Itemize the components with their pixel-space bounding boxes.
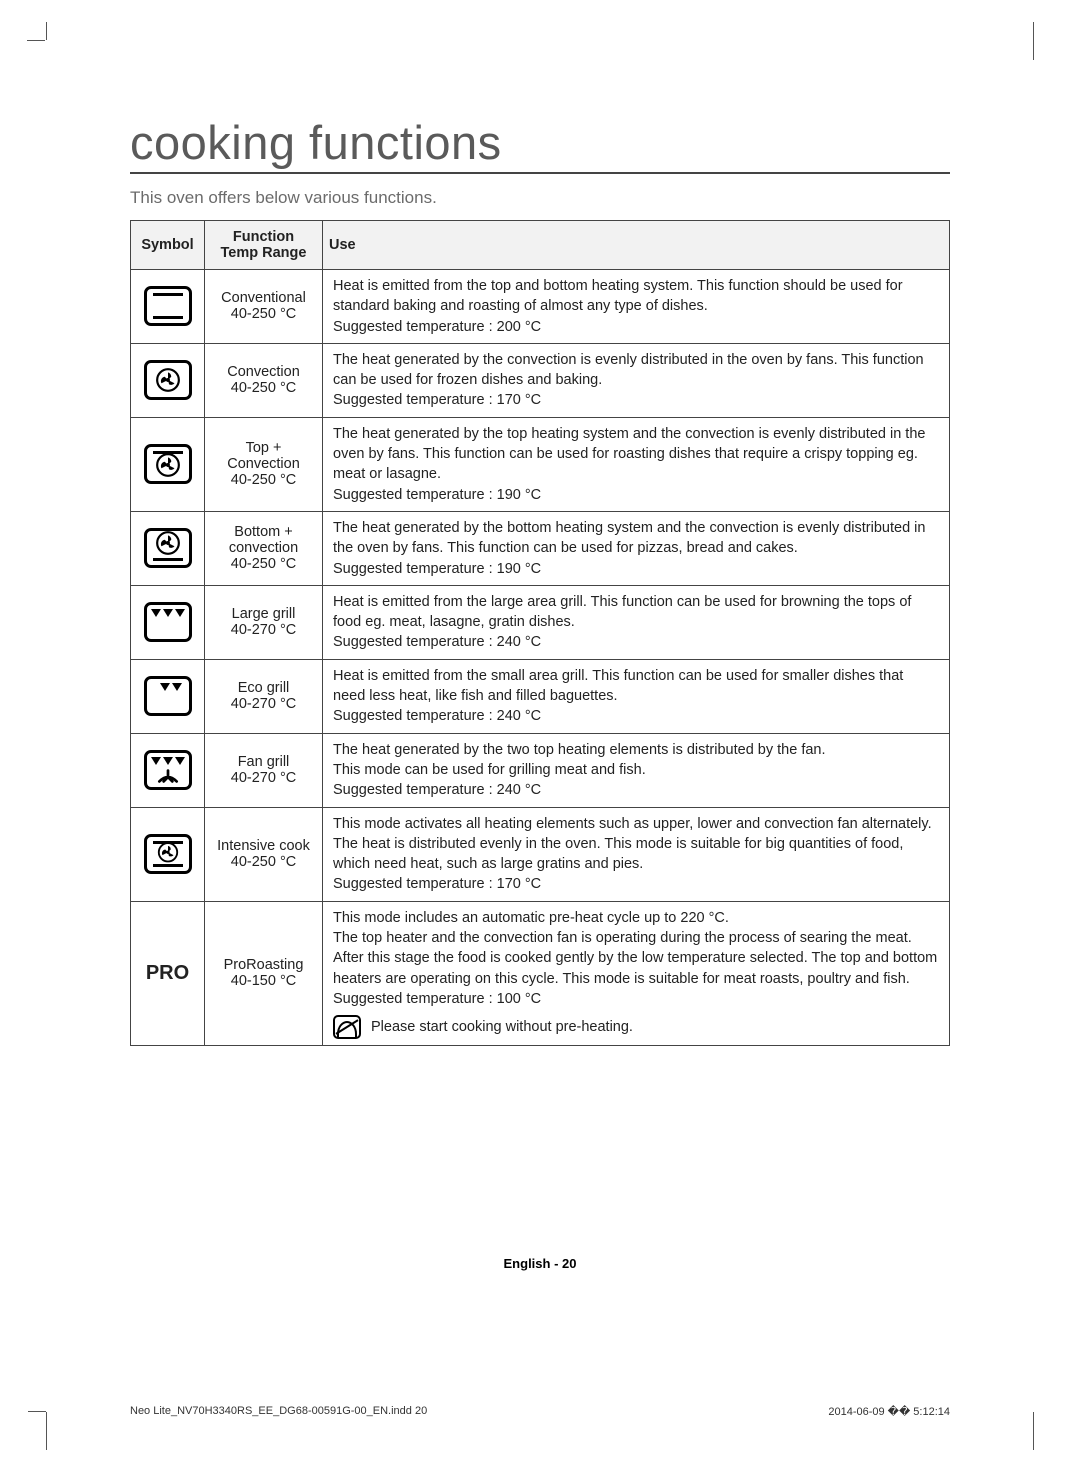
table-row: PROProRoasting 40-150 °CThis mode includ… [131, 901, 950, 1045]
functions-table: Symbol Function Temp Range Use Conventio… [130, 220, 950, 1046]
use-cell: The heat generated by the two top heatin… [323, 733, 950, 807]
preheat-note: Please start cooking without pre-heating… [371, 1017, 633, 1037]
use-cell: Heat is emitted from the large area gril… [323, 585, 950, 659]
table-row: Conventional 40-250 °CHeat is emitted fr… [131, 270, 950, 344]
use-cell: The heat generated by the bottom heating… [323, 511, 950, 585]
use-cell: The heat generated by the convection is … [323, 343, 950, 417]
footer-date: 2014-06-09 �� 5:12:14 [828, 1405, 950, 1418]
function-cell: Eco grill 40-270 °C [205, 659, 323, 733]
table-row: Large grill 40-270 °CHeat is emitted fro… [131, 585, 950, 659]
header-function: Function Temp Range [205, 221, 323, 270]
function-cell: Fan grill 40-270 °C [205, 733, 323, 807]
table-row: Bottom + convection 40-250 °CThe heat ge… [131, 511, 950, 585]
intro-text: This oven offers below various functions… [130, 188, 950, 208]
symbol-cell: PRO [131, 901, 205, 1045]
symbol-cell [131, 733, 205, 807]
symbol-cell [131, 511, 205, 585]
function-cell: ProRoasting 40-150 °C [205, 901, 323, 1045]
symbol-cell [131, 417, 205, 511]
symbol-cell [131, 807, 205, 901]
crop-mark [1033, 22, 1034, 60]
page-number: English - 20 [130, 1256, 950, 1271]
table-row: Eco grill 40-270 °CHeat is emitted from … [131, 659, 950, 733]
symbol-cell [131, 270, 205, 344]
header-use: Use [323, 221, 950, 270]
symbol-cell [131, 659, 205, 733]
use-cell: This mode activates all heating elements… [323, 807, 950, 901]
crop-mark [46, 22, 64, 40]
use-cell: This mode includes an automatic pre-heat… [323, 901, 950, 1045]
function-cell: Bottom + convection 40-250 °C [205, 511, 323, 585]
no-preheat-icon [333, 1015, 361, 1039]
use-cell: Heat is emitted from the small area gril… [323, 659, 950, 733]
table-row: Intensive cook 40-250 °CThis mode activa… [131, 807, 950, 901]
symbol-cell [131, 343, 205, 417]
footer-file: Neo Lite_NV70H3340RS_EE_DG68-00591G-00_E… [130, 1405, 427, 1418]
function-cell: Large grill 40-270 °C [205, 585, 323, 659]
crop-mark [1033, 1412, 1034, 1450]
symbol-cell [131, 585, 205, 659]
footer-meta: Neo Lite_NV70H3340RS_EE_DG68-00591G-00_E… [130, 1405, 950, 1418]
use-cell: Heat is emitted from the top and bottom … [323, 270, 950, 344]
function-cell: Conventional 40-250 °C [205, 270, 323, 344]
use-cell: The heat generated by the top heating sy… [323, 417, 950, 511]
table-row: Convection 40-250 °CThe heat generated b… [131, 343, 950, 417]
crop-mark [28, 1411, 46, 1412]
table-row: Fan grill 40-270 °CThe heat generated by… [131, 733, 950, 807]
page-title: cooking functions [130, 115, 950, 174]
function-cell: Intensive cook 40-250 °C [205, 807, 323, 901]
function-cell: Convection 40-250 °C [205, 343, 323, 417]
function-cell: Top + Convection 40-250 °C [205, 417, 323, 511]
header-symbol: Symbol [131, 221, 205, 270]
crop-mark [46, 1412, 47, 1450]
table-row: Top + Convection 40-250 °CThe heat gener… [131, 417, 950, 511]
